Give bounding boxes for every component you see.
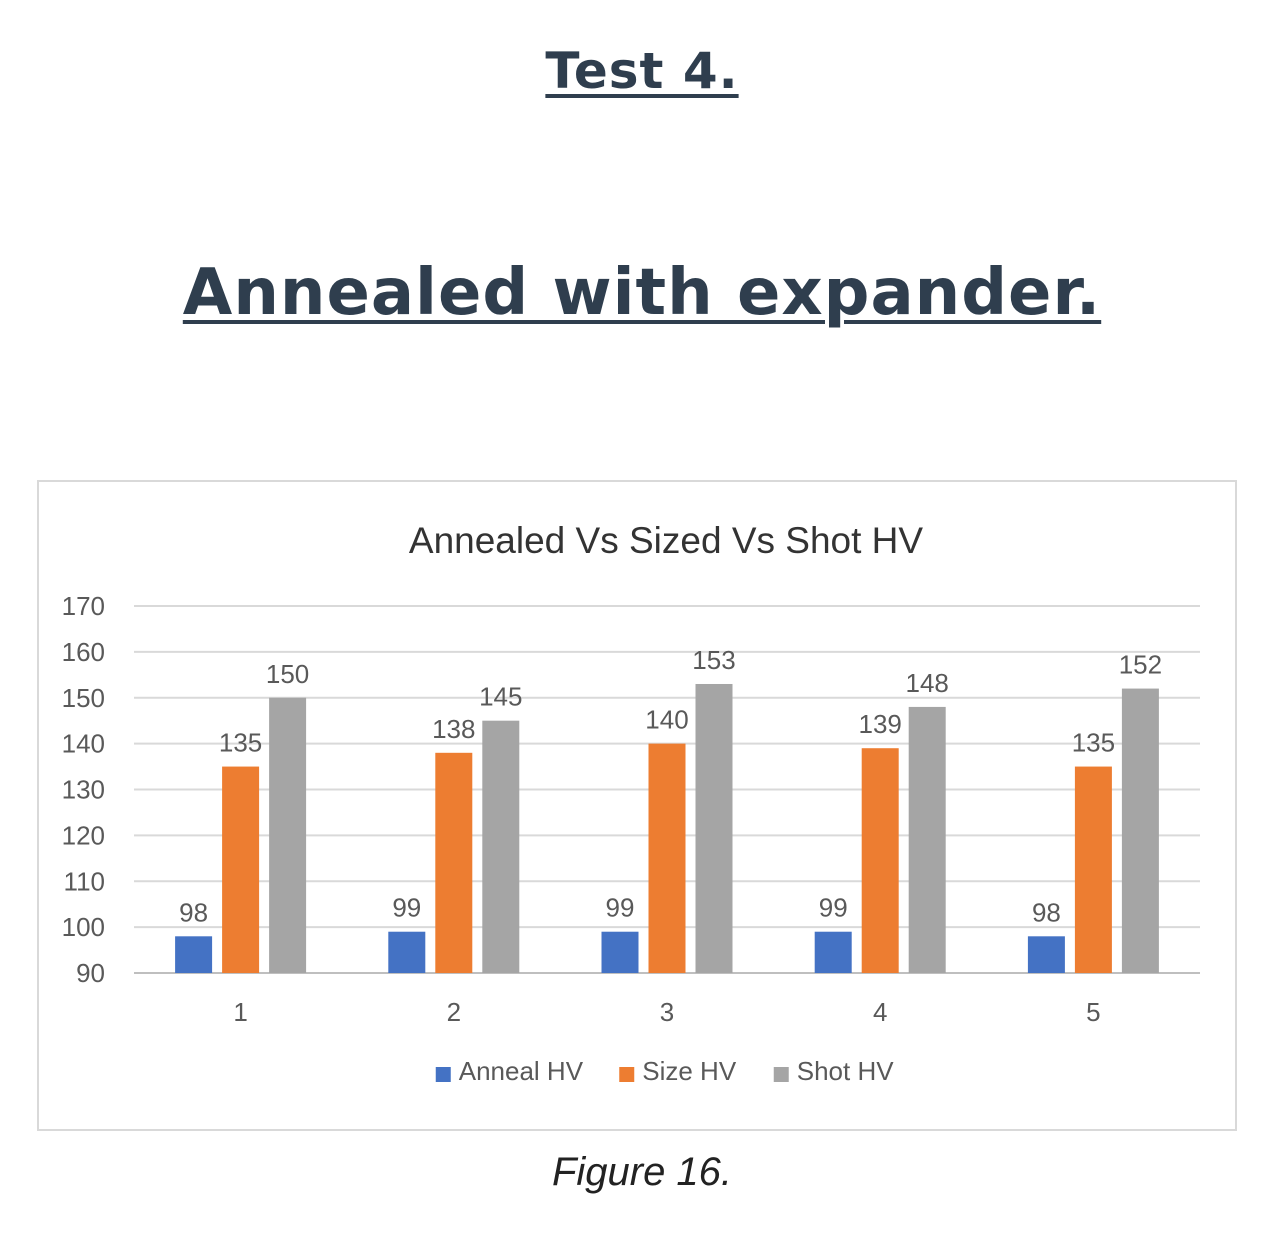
data-label: 145	[479, 682, 522, 712]
bar-size-hv	[648, 743, 686, 973]
bar-shot-hv	[269, 697, 307, 973]
legend-label: Size HV	[642, 1056, 737, 1086]
x-tick-label: 5	[1086, 997, 1100, 1027]
figure-caption: Figure 16.	[551, 1150, 733, 1194]
bar-size-hv	[1074, 766, 1112, 973]
data-label: 135	[1072, 728, 1115, 758]
y-tick-label: 100	[62, 912, 105, 942]
y-tick-label: 90	[76, 958, 105, 988]
data-label: 152	[1119, 650, 1162, 680]
bar-anneal-hv	[388, 931, 426, 973]
chart-frame: Annealed Vs Sized Vs Shot HV 90 100 110 120…	[37, 480, 1237, 1131]
data-label: 99	[606, 893, 635, 923]
data-label: 153	[692, 645, 735, 675]
test-heading: Test 4.	[545, 42, 739, 100]
section-heading: Annealed with expander.	[182, 256, 1102, 330]
bar-size-hv	[861, 748, 899, 973]
bar-anneal-hv	[601, 931, 639, 973]
chart-title: Annealed Vs Sized Vs Shot HV	[409, 520, 924, 561]
legend-swatch	[773, 1067, 789, 1082]
bar-anneal-hv	[175, 936, 213, 973]
legend-swatch	[619, 1067, 635, 1082]
data-label: 98	[1032, 897, 1061, 927]
bar-size-hv	[222, 766, 260, 973]
y-tick-label: 130	[62, 775, 105, 805]
data-label: 139	[859, 709, 902, 739]
bar-chart: Annealed Vs Sized Vs Shot HV 90 100 110 120…	[62, 520, 1200, 1086]
data-label: 98	[179, 897, 208, 927]
data-label: 135	[219, 728, 262, 758]
bar-shot-hv	[1121, 688, 1159, 973]
legend-label: Shot HV	[797, 1056, 894, 1086]
data-label: 99	[392, 893, 421, 923]
data-label: 140	[645, 705, 688, 735]
y-tick-label: 120	[62, 820, 105, 850]
bar-anneal-hv	[1027, 936, 1065, 973]
bar-shot-hv	[695, 683, 733, 973]
x-tick-label: 2	[447, 997, 461, 1027]
data-label: 138	[432, 714, 475, 744]
legend-label: Anneal HV	[459, 1056, 584, 1086]
data-label: 150	[266, 659, 309, 689]
x-tick-label: 4	[873, 997, 887, 1027]
x-tick-label: 1	[233, 997, 247, 1027]
y-tick-label: 170	[62, 591, 105, 621]
bar-size-hv	[435, 752, 473, 973]
legend-swatch	[435, 1067, 451, 1082]
data-label: 99	[819, 893, 848, 923]
bar-shot-hv	[908, 706, 946, 973]
x-tick-label: 3	[660, 997, 674, 1027]
y-tick-label: 150	[62, 683, 105, 713]
y-tick-label: 140	[62, 729, 105, 759]
bar-shot-hv	[482, 720, 520, 973]
data-label: 148	[906, 668, 949, 698]
bar-anneal-hv	[814, 931, 852, 973]
y-tick-label: 160	[62, 637, 105, 667]
y-tick-label: 110	[64, 866, 105, 896]
